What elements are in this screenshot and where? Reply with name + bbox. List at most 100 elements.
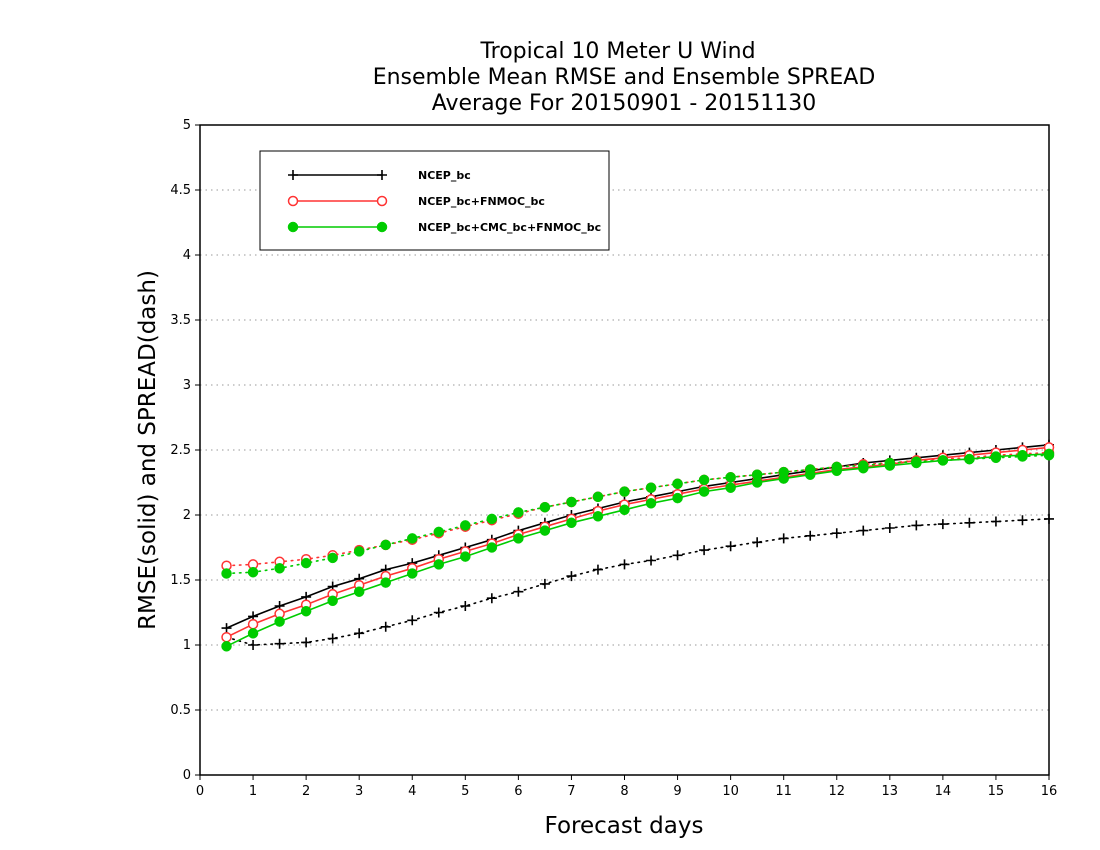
legend-label: NCEP_bc — [418, 169, 471, 182]
x-tick-label: 10 — [722, 784, 739, 799]
title-line-2: Ensemble Mean RMSE and Ensemble SPREAD — [373, 65, 876, 90]
legend-item: NCEP_bc — [288, 169, 471, 182]
spread-point — [566, 571, 577, 582]
x-tick-label: 8 — [620, 784, 628, 799]
spread-point — [725, 541, 736, 552]
spread-point — [380, 621, 391, 632]
spread-point — [513, 586, 524, 597]
spread-point — [407, 615, 418, 626]
rmse-point — [1043, 448, 1055, 460]
spread-point — [301, 637, 312, 648]
legend-label: NCEP_bc+CMC_bc+FNMOC_bc — [418, 221, 601, 234]
y-tick-label: 2 — [183, 508, 191, 523]
spread-point — [937, 519, 948, 530]
y-tick-label: 0.5 — [170, 703, 191, 718]
rmse-point — [380, 577, 391, 588]
spread-point — [327, 552, 338, 564]
y-tick-label: 1.5 — [170, 573, 191, 588]
spread-point — [274, 638, 285, 649]
spread-point — [486, 593, 497, 604]
x-tick-label: 4 — [408, 784, 416, 799]
spread-point — [619, 486, 630, 497]
legend-item: NCEP_bc+CMC_bc+FNMOC_bc — [287, 221, 601, 234]
legend-marker — [288, 170, 298, 180]
rmse-point — [645, 498, 657, 509]
rmse-point — [513, 533, 524, 544]
rmse-point — [725, 482, 736, 493]
x-tick-label: 1 — [249, 784, 257, 799]
spread-point — [990, 516, 1001, 527]
legend-item: NCEP_bc+FNMOC_bc — [287, 195, 545, 208]
rmse-point — [964, 453, 975, 465]
x-tick-label: 14 — [935, 784, 952, 799]
spread-point — [592, 491, 604, 503]
rmse-point — [221, 641, 232, 652]
x-tick-label: 0 — [196, 784, 204, 799]
rmse-point — [778, 473, 789, 484]
rmse-line — [226, 444, 1050, 629]
spread-point — [248, 640, 259, 650]
spread-point — [433, 526, 445, 538]
spread-point — [831, 528, 842, 539]
rmse-point — [698, 486, 710, 497]
x-tick-label: 5 — [461, 784, 469, 799]
spread-point — [752, 537, 763, 548]
rmse-point — [539, 525, 551, 536]
spread-point — [354, 628, 365, 639]
rmse-point — [804, 469, 816, 480]
rmse-point — [619, 504, 630, 516]
rmse-point — [592, 511, 604, 522]
spread-point — [566, 496, 577, 508]
spread-point — [725, 472, 736, 483]
spread-point — [619, 559, 630, 570]
y-tick-label: 0 — [183, 768, 191, 783]
spread-point — [247, 566, 259, 578]
spread-point — [646, 555, 657, 566]
rmse-point — [221, 631, 232, 643]
series-1 — [221, 442, 1055, 643]
spread-point — [645, 482, 657, 493]
y-tick-label: 2.5 — [170, 443, 191, 458]
spread-point — [884, 523, 895, 533]
spread-point — [407, 533, 418, 544]
spread-point — [1044, 513, 1054, 524]
spread-point — [778, 533, 789, 544]
spread-point — [539, 578, 550, 589]
spread-point — [858, 525, 869, 536]
y-tick-label: 3.5 — [170, 313, 191, 328]
spread-point — [433, 607, 444, 618]
legend-marker — [287, 221, 299, 233]
spread-point — [513, 507, 524, 518]
spread-point — [964, 517, 975, 528]
gridlines — [200, 189, 1049, 711]
x-tick-label: 7 — [567, 784, 575, 799]
spread-point — [486, 513, 498, 525]
x-tick-label: 13 — [882, 784, 899, 799]
spread-point — [592, 564, 603, 575]
legend-marker — [377, 170, 387, 180]
legend-marker — [376, 221, 388, 233]
spread-point — [1017, 515, 1028, 526]
spread-point — [672, 478, 683, 490]
x-tick-label: 11 — [775, 784, 792, 799]
rmse-point — [990, 451, 1002, 462]
spread-point — [327, 633, 338, 644]
x-axis-title: Forecast days — [545, 813, 704, 839]
rmse-point — [247, 618, 259, 630]
rmse-point — [566, 517, 577, 529]
y-tick-label: 3 — [183, 378, 191, 393]
x-tick-label: 6 — [514, 784, 522, 799]
y-tick-label: 4 — [183, 248, 191, 263]
y-tick-label: 1 — [183, 638, 191, 653]
rmse-point — [433, 559, 445, 570]
y-axis-title: RMSE(solid) and SPREAD(dash) — [135, 270, 161, 630]
rmse-point — [751, 477, 763, 488]
rmse-point — [937, 455, 949, 466]
legend-label: NCEP_bc+FNMOC_bc — [418, 195, 545, 208]
rmse-point — [1017, 449, 1028, 461]
rmse-point — [884, 460, 896, 471]
spread-point — [274, 563, 285, 574]
y-tick-label: 5 — [183, 118, 191, 133]
x-tick-label: 2 — [302, 784, 310, 799]
